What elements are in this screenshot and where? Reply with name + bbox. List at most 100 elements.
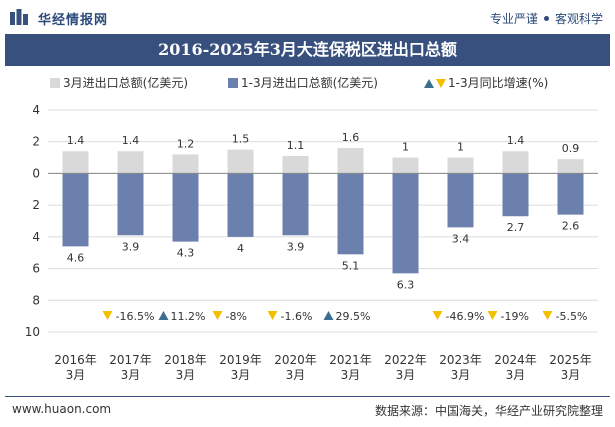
legend-swatch-cumulative <box>228 78 238 88</box>
data-label-cumulative: 2.6 <box>562 220 580 233</box>
x-tick-label: 2025年 3月 <box>549 353 592 382</box>
data-label-cumulative: 2.7 <box>507 221 525 234</box>
legend-item-march: 3月进出口总额(亿美元) <box>50 74 188 91</box>
data-label-march: 0.9 <box>562 142 580 155</box>
title-band: 2016-2025年3月大连保税区进出口总额 <box>5 34 610 66</box>
bar-cumulative <box>227 173 254 237</box>
bar-cumulative <box>62 173 89 247</box>
bar-layer <box>62 148 584 274</box>
y-tick-label: 10 <box>25 325 40 339</box>
bar-march <box>502 151 529 174</box>
tagline-right: 客观科学 <box>554 12 603 26</box>
data-label-march: 1.2 <box>177 137 195 150</box>
growth-down-marker <box>432 311 443 320</box>
y-tick-label: 8 <box>32 293 40 307</box>
data-label-cumulative: 4.3 <box>177 247 195 260</box>
bar-march <box>557 159 584 174</box>
data-label-growth: -19% <box>501 310 529 323</box>
footer-source: 数据来源：中国海关，华经产业研究院整理 <box>374 404 603 418</box>
bar-march <box>392 157 419 174</box>
data-label-cumulative: 5.1 <box>342 259 360 272</box>
bar-march <box>337 148 364 174</box>
top-bar: 华经情报网 专业严谨 客观科学 <box>0 0 615 34</box>
bar-cumulative <box>337 173 364 255</box>
bar-march <box>62 151 89 174</box>
data-label-cumulative: 6.3 <box>397 278 415 291</box>
tagline-dot-icon <box>543 16 549 21</box>
data-label-march: 1.4 <box>67 134 85 147</box>
data-label-growth: -46.9% <box>446 310 485 323</box>
bar-cumulative <box>172 173 199 242</box>
y-tick-label: 2 <box>32 198 40 212</box>
bar-march <box>117 151 144 174</box>
footer-divider <box>5 396 610 397</box>
x-tick-label: 2017年 3月 <box>109 353 152 382</box>
bar-cumulative <box>502 173 529 217</box>
growth-up-marker <box>158 311 169 320</box>
x-tick-label: 2019年 3月 <box>219 353 262 382</box>
footer-website: www.huaon.com <box>12 402 112 416</box>
data-label-cumulative: 3.9 <box>122 240 140 253</box>
y-tick-label: 4 <box>32 230 40 244</box>
huajing-logo-icon <box>10 9 28 25</box>
growth-down-marker <box>212 311 223 320</box>
legend-label-cumulative: 1-3月进出口总额(亿美元) <box>241 76 378 90</box>
tagline-left: 专业严谨 <box>489 12 538 26</box>
bar-cumulative <box>447 173 474 228</box>
growth-down-marker <box>102 311 113 320</box>
x-tick-label: 2023年 3月 <box>439 353 482 382</box>
growth-down-marker <box>542 311 553 320</box>
legend-item-cumulative: 1-3月进出口总额(亿美元) <box>228 74 378 91</box>
chart-title: 2016-2025年3月大连保税区进出口总额 <box>158 40 457 59</box>
bar-march <box>282 155 309 174</box>
data-label-growth: 11.2% <box>171 310 206 323</box>
growth-up-marker <box>323 311 334 320</box>
x-tick-label: 2016年 3月 <box>54 353 97 382</box>
legend-item-growth: 1-3月同比增速(%) <box>424 74 548 91</box>
x-tick-label: 2020年 3月 <box>274 353 317 382</box>
bar-cumulative <box>557 173 584 215</box>
data-label-march: 1 <box>457 141 464 154</box>
label-layer: 1.4 4.6 1.4 3.9 -16.5% 1.2 4.3 11.2% 1.5 4 -8% 1.1 3… <box>67 131 588 323</box>
data-label-march: 1.1 <box>287 139 305 152</box>
data-label-cumulative: 3.9 <box>287 240 305 253</box>
bar-march <box>172 154 199 174</box>
data-label-march: 1.6 <box>342 131 360 144</box>
growth-down-marker <box>267 311 278 320</box>
x-tick-label: 2022年 3月 <box>384 353 427 382</box>
data-label-march: 1.5 <box>232 133 250 146</box>
legend-label-growth: 1-3月同比增速(%) <box>448 76 549 90</box>
brand-name: 华经情报网 <box>38 13 109 28</box>
y-tick-label: 6 <box>32 262 40 276</box>
growth-down-marker <box>487 311 498 320</box>
data-label-growth: -16.5% <box>116 310 155 323</box>
tagline: 专业严谨 客观科学 <box>490 10 603 27</box>
axis-layer: 4 2 0 2 4 6 8 10 2016年 3月 2017年 3月 2018年 3月 2019年 3月 202… <box>25 103 598 382</box>
y-tick-label: 0 <box>32 166 40 180</box>
bar-march <box>447 157 474 174</box>
chart-legend: 3月进出口总额(亿美元) 1-3月进出口总额(亿美元) 1-3月同比增速(%) <box>0 72 615 92</box>
bar-cumulative <box>392 173 419 274</box>
bar-cumulative <box>117 173 144 236</box>
data-label-growth: -8% <box>226 310 247 323</box>
bar-march <box>227 149 254 174</box>
legend-growth-triangles-icon <box>424 79 446 88</box>
data-label-growth: -5.5% <box>556 310 588 323</box>
data-label-march: 1 <box>402 141 409 154</box>
data-label-march: 1.4 <box>122 134 140 147</box>
data-label-growth: 29.5% <box>336 310 371 323</box>
bar-cumulative <box>282 173 309 236</box>
data-label-growth: -1.6% <box>281 310 313 323</box>
y-tick-label: 4 <box>32 103 40 117</box>
x-tick-label: 2021年 3月 <box>329 353 372 382</box>
x-tick-label: 2018年 3月 <box>164 353 207 382</box>
legend-label-march: 3月进出口总额(亿美元) <box>63 76 188 90</box>
x-tick-label: 2024年 3月 <box>494 353 537 382</box>
legend-swatch-march <box>50 78 60 88</box>
data-label-cumulative: 4.6 <box>67 251 85 264</box>
y-tick-label: 2 <box>32 135 40 149</box>
data-label-march: 1.4 <box>507 134 525 147</box>
data-label-cumulative: 4 <box>237 242 244 255</box>
data-label-cumulative: 3.4 <box>452 232 470 245</box>
